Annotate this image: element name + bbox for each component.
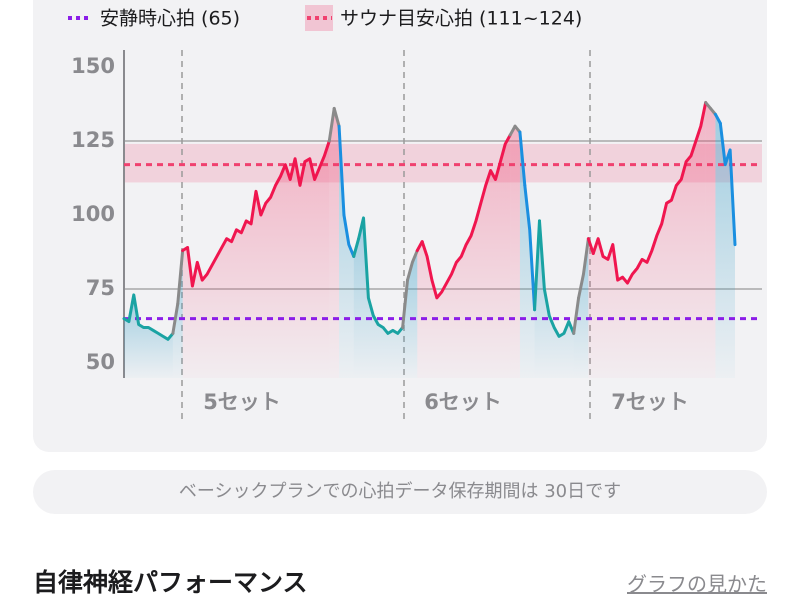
y-tick-label: 75 [86, 276, 115, 300]
set-label: 7セット [611, 390, 689, 414]
connector [518, 130, 527, 187]
connector [327, 106, 336, 143]
heart-rate-line [420, 133, 512, 300]
heart-rate-line [577, 237, 590, 300]
heart-rate-line [186, 139, 331, 288]
heart-rate-line [342, 213, 356, 258]
area [588, 102, 706, 379]
heart-rate-line [537, 219, 576, 338]
area [715, 114, 735, 379]
connector [337, 124, 346, 217]
heart-rate-line [176, 249, 185, 306]
connector [533, 219, 541, 312]
heart-rate-line [332, 106, 341, 128]
connector [572, 296, 581, 335]
chart: 安静時心拍 (65) サウナ目安心拍 (111~124) 50 75 100 125 150… [68, 5, 762, 420]
heart-rate-line [406, 249, 419, 282]
set-label: 5セット [203, 390, 281, 414]
heart-rate-line [357, 216, 405, 335]
section-title: 自律神経パフォーマンス [33, 568, 308, 597]
legend-label: 安静時心拍 (65) [100, 8, 240, 30]
heart-rate-line [523, 183, 537, 312]
set-label: 6セット [424, 390, 502, 414]
y-tick-label: 150 [71, 54, 115, 78]
area [534, 220, 574, 378]
notice: ベーシックプランでの心拍データ保存期間は 30日です [33, 470, 767, 514]
heart-rate-line [718, 121, 737, 247]
area [353, 217, 403, 378]
area [329, 108, 340, 378]
help-link[interactable]: グラフの見かた [627, 572, 767, 596]
area [519, 132, 535, 378]
connector [508, 124, 517, 137]
connector [401, 278, 410, 329]
y-tick-label: 125 [71, 128, 115, 152]
heart-rate-line [591, 101, 708, 285]
y-tick-label: 50 [86, 350, 115, 374]
connector [352, 237, 361, 258]
connector [171, 302, 180, 335]
legend-label: サウナ目安心拍 (111~124) [340, 8, 582, 30]
connector [586, 237, 595, 255]
area [417, 135, 511, 378]
area [339, 126, 354, 378]
connector [713, 112, 722, 125]
y-tick-label: 100 [71, 202, 115, 226]
area [510, 126, 520, 378]
heart-rate-line [122, 293, 175, 341]
area [705, 102, 716, 379]
area [402, 250, 418, 378]
